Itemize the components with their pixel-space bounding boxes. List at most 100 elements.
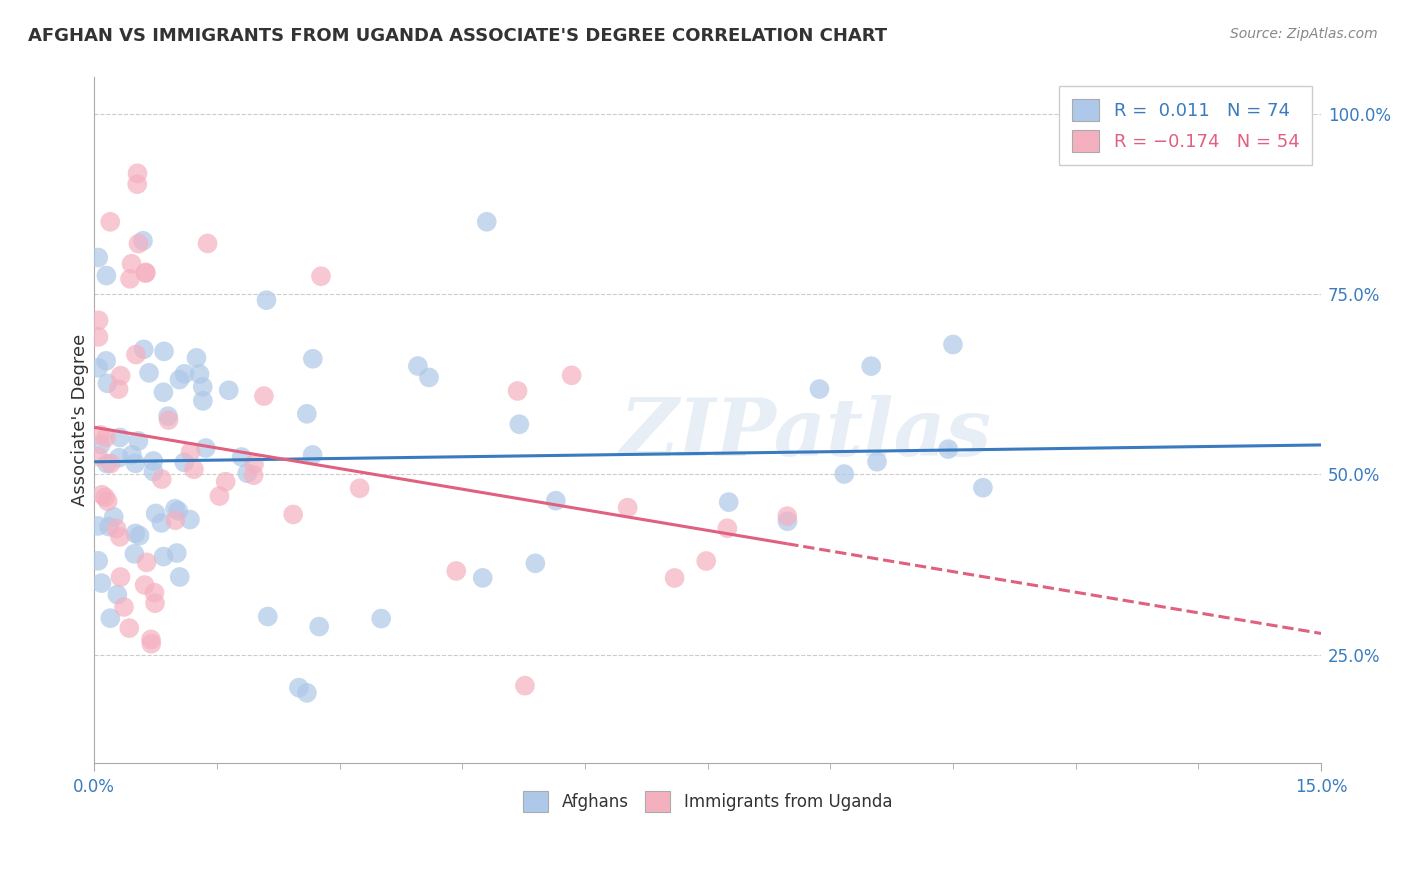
Point xyxy=(145,507,167,521)
Point xyxy=(194,441,217,455)
Point xyxy=(87,313,110,327)
Point xyxy=(471,571,494,585)
Point xyxy=(132,234,155,248)
Point xyxy=(143,585,166,599)
Point xyxy=(112,599,135,614)
Point xyxy=(444,564,467,578)
Point xyxy=(301,448,323,462)
Point xyxy=(105,522,128,536)
Point xyxy=(97,494,120,508)
Point xyxy=(143,596,166,610)
Point xyxy=(173,367,195,381)
Point xyxy=(256,609,278,624)
Point xyxy=(253,389,276,403)
Point xyxy=(98,520,121,534)
Point xyxy=(91,488,114,502)
Point xyxy=(169,570,191,584)
Point xyxy=(87,251,110,265)
Point xyxy=(108,530,131,544)
Point xyxy=(406,359,429,373)
Point xyxy=(936,442,959,456)
Point xyxy=(94,491,117,505)
Point xyxy=(157,409,180,424)
Point xyxy=(110,368,132,383)
Point xyxy=(695,554,717,568)
Text: Source: ZipAtlas.com: Source: ZipAtlas.com xyxy=(1230,27,1378,41)
Point xyxy=(127,166,149,180)
Point xyxy=(544,493,567,508)
Point xyxy=(135,266,157,280)
Legend: Afghans, Immigrants from Uganda: Afghans, Immigrants from Uganda xyxy=(512,780,904,823)
Point xyxy=(475,215,498,229)
Point xyxy=(135,265,157,279)
Point xyxy=(121,448,143,462)
Point xyxy=(524,557,547,571)
Point xyxy=(308,619,330,633)
Point xyxy=(242,468,264,483)
Point xyxy=(776,514,799,528)
Point xyxy=(942,337,965,351)
Point xyxy=(664,571,686,585)
Point xyxy=(87,360,110,375)
Point xyxy=(173,455,195,469)
Point xyxy=(124,526,146,541)
Point xyxy=(90,576,112,591)
Point xyxy=(90,437,112,451)
Point xyxy=(100,457,122,471)
Point xyxy=(186,351,208,365)
Point xyxy=(139,632,162,647)
Point xyxy=(506,384,529,398)
Point xyxy=(197,236,219,251)
Point xyxy=(561,368,583,383)
Point xyxy=(98,215,121,229)
Point xyxy=(96,457,118,471)
Point xyxy=(832,467,855,481)
Point xyxy=(188,367,211,381)
Point xyxy=(142,454,165,468)
Point xyxy=(283,508,305,522)
Point xyxy=(87,330,110,344)
Point xyxy=(110,570,132,584)
Point xyxy=(309,269,332,284)
Point xyxy=(165,513,187,527)
Point xyxy=(231,450,253,464)
Point xyxy=(153,344,176,359)
Point xyxy=(125,348,148,362)
Point xyxy=(256,293,278,307)
Point xyxy=(191,393,214,408)
Point xyxy=(616,500,638,515)
Point xyxy=(152,385,174,400)
Point xyxy=(214,475,236,489)
Point xyxy=(236,467,259,481)
Point xyxy=(288,681,311,695)
Point xyxy=(166,546,188,560)
Point xyxy=(107,382,129,396)
Point xyxy=(860,359,883,373)
Text: ZIPatlas: ZIPatlas xyxy=(620,395,991,473)
Point xyxy=(87,554,110,568)
Point xyxy=(108,450,131,465)
Point xyxy=(418,370,440,384)
Point xyxy=(716,521,738,535)
Point xyxy=(128,528,150,542)
Point xyxy=(513,679,536,693)
Point xyxy=(87,450,110,464)
Point xyxy=(89,428,111,442)
Point xyxy=(98,611,121,625)
Point xyxy=(108,430,131,444)
Point xyxy=(132,343,155,357)
Point xyxy=(179,512,201,526)
Point xyxy=(124,547,146,561)
Point xyxy=(302,351,325,366)
Point xyxy=(295,407,318,421)
Point xyxy=(717,495,740,509)
Point xyxy=(349,481,371,495)
Point xyxy=(180,445,202,459)
Point xyxy=(157,413,180,427)
Point xyxy=(243,457,266,471)
Point xyxy=(103,509,125,524)
Point xyxy=(118,272,141,286)
Point xyxy=(191,380,214,394)
Point xyxy=(124,456,146,470)
Point xyxy=(808,382,831,396)
